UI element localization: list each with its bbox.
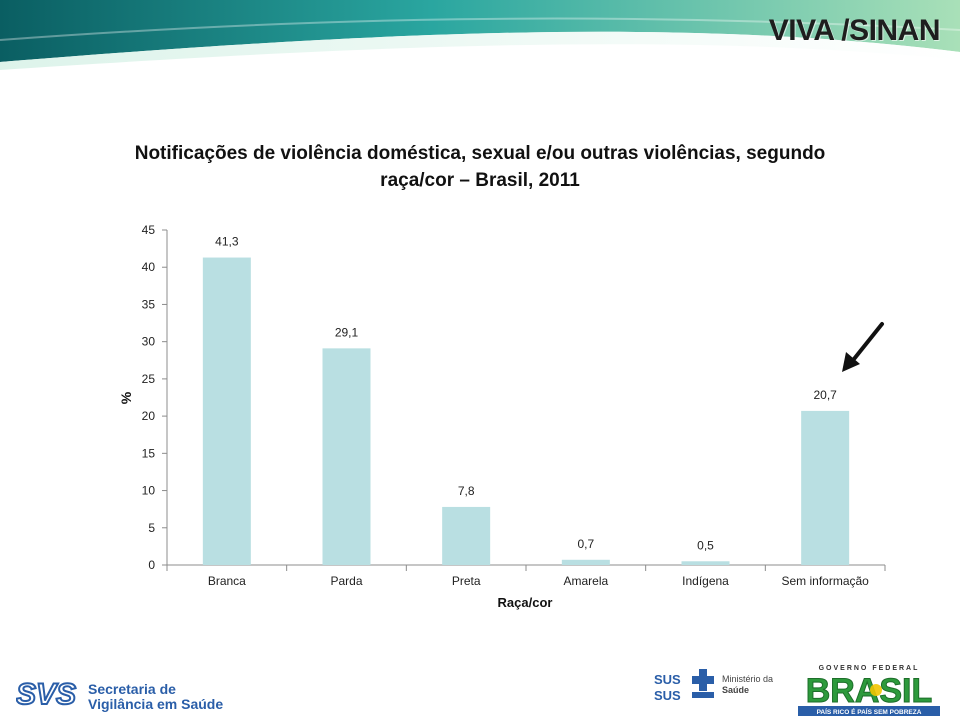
slide-title-line-2: raça/cor – Brasil, 2011	[380, 170, 580, 191]
bar-1	[322, 348, 371, 565]
bar-value-label: 0,5	[697, 538, 714, 552]
x-axis-label: Raça/cor	[498, 595, 553, 610]
arrow-icon	[842, 322, 884, 372]
x-axis: Branca Parda Preta Amarela Indígena Sem infor…	[166, 564, 886, 588]
svs-name: Secretaria de Vigilância em Saúde	[88, 682, 223, 712]
bar-3	[561, 559, 610, 565]
y-tick-label: 20	[142, 409, 156, 423]
x-tick-label: Amarela	[563, 574, 608, 588]
y-tick-label: 40	[142, 260, 156, 274]
svg-text:SVS: SVS	[16, 678, 76, 708]
ministerio-line-2: Saúde	[722, 685, 750, 695]
banner-title: VIVA /SINAN	[768, 14, 941, 47]
bar-value-label: 41,3	[215, 235, 239, 249]
x-tick-label: Sem informação	[781, 574, 869, 588]
bar-value-label: 20,7	[813, 388, 837, 402]
y-tick-label: 15	[142, 446, 156, 460]
y-tick-label: 10	[142, 484, 156, 498]
y-axis: 0 5 10 15 20 25 30 35 40 45	[142, 223, 168, 572]
sus-logo-icon: SUS SUS	[654, 669, 714, 703]
svs-logo-icon: SVS	[16, 678, 77, 708]
svs-name-line-1: Secretaria de	[88, 681, 176, 697]
y-tick-label: 25	[142, 372, 156, 386]
y-axis-label: %	[118, 391, 134, 404]
bar-2	[442, 506, 491, 565]
svs-name-line-2: Vigilância em Saúde	[88, 696, 224, 712]
y-tick-label: 35	[142, 297, 156, 311]
sus-label-bottom: SUS	[654, 688, 681, 703]
y-tick-label: 30	[142, 335, 156, 349]
bar-5	[801, 410, 850, 565]
brasil-word: BRASIL	[806, 672, 933, 710]
brasil-top-text: GOVERNO FEDERAL	[819, 665, 920, 672]
sus-label-top: SUS	[654, 672, 681, 687]
x-tick-label: Preta	[452, 574, 481, 588]
x-tick-label: Branca	[208, 574, 246, 588]
bar-value-label: 7,8	[458, 484, 475, 498]
bar-value-label: 0,7	[577, 537, 594, 551]
slide-title-line-1: Notificações de violência doméstica, sex…	[134, 143, 826, 164]
brasil-governo-federal-logo: GOVERNO FEDERAL BRASIL PAÍS RICO É PAÍS …	[798, 665, 940, 716]
bar-4	[681, 561, 730, 565]
x-tick-label: Parda	[330, 574, 362, 588]
header-banner	[0, 0, 960, 70]
bar-0	[202, 257, 251, 565]
brasil-slogan: PAÍS RICO É PAÍS SEM POBREZA	[817, 707, 922, 716]
ministerio-saude-label: Ministério da Saúde	[722, 674, 778, 696]
bar-value-label: 29,1	[335, 325, 359, 339]
slide-title: Notificações de violência doméstica, sex…	[60, 140, 900, 194]
y-tick-label: 45	[142, 223, 156, 237]
ministerio-line-1: Ministério da	[722, 674, 774, 684]
y-tick-label: 0	[148, 558, 155, 572]
x-tick-label: Indígena	[682, 574, 729, 588]
bars: 41,3 29,1 7,8 0,7 0,5 20,7	[202, 235, 850, 565]
y-tick-label: 5	[148, 521, 155, 535]
